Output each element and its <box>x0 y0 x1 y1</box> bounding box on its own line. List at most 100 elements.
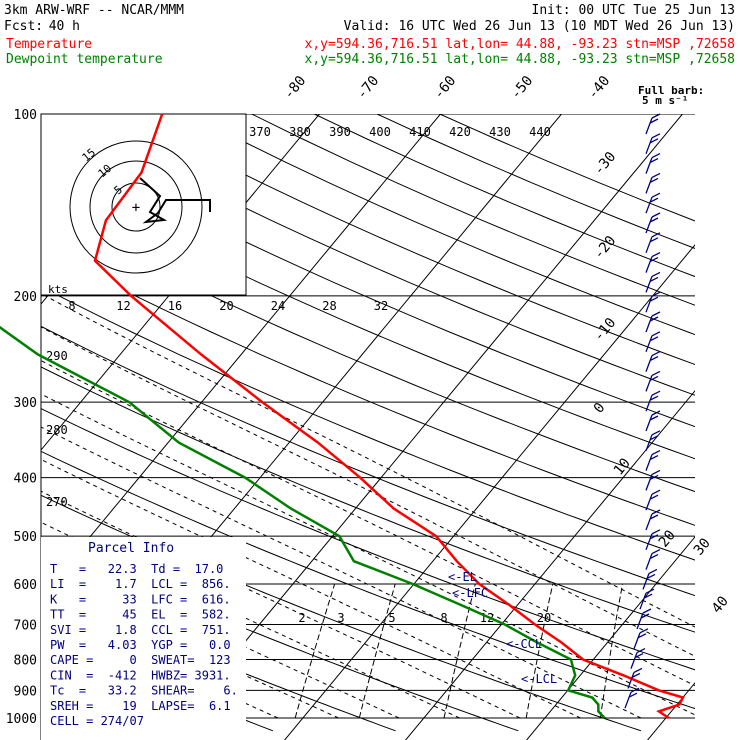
wind-barb <box>645 172 661 194</box>
dry-adiabat <box>63 114 695 396</box>
wind-barb <box>633 628 649 650</box>
dewpoint-profile <box>0 325 606 719</box>
theta-label: 410 <box>409 125 431 139</box>
pressure-label: 700 <box>14 618 37 633</box>
dry-adiabat <box>41 586 396 732</box>
dry-adiabat <box>126 114 695 366</box>
mixing-ratio-line <box>443 583 476 719</box>
theta-label: 370 <box>249 125 271 139</box>
hodograph-frame <box>40 113 247 296</box>
parcel-info-row: LI = 1.7 LCL = 856. <box>50 577 231 591</box>
wind-barb <box>645 113 661 135</box>
wind-barb <box>624 687 640 709</box>
wind-barb <box>645 450 661 471</box>
hodograph-axis-label: 20 <box>219 299 233 313</box>
theta-label: 390 <box>329 125 351 139</box>
wind-barb <box>642 568 658 590</box>
parcel-info-row: K = 33 LFC = 616. <box>50 592 231 606</box>
theta-label: 420 <box>449 125 471 139</box>
hodograph-trace <box>139 177 211 224</box>
hodograph-axis-labels: 8 12 16 20 24 28 32 <box>68 299 388 313</box>
full-barb-label: Full barb: <box>638 84 704 97</box>
legend-temperature-name: Temperature <box>6 37 92 52</box>
theta-label: 380 <box>289 125 311 139</box>
parcel-info-row: CAPE = 0 SWEAT= 123 <box>50 653 231 667</box>
mixing-ratio-label: 2 <box>298 611 305 625</box>
hodograph-kts-label: kts <box>48 283 68 296</box>
wind-barb <box>645 529 661 551</box>
parcel-info-title: Parcel Info <box>88 541 174 556</box>
dry-adiabat <box>41 247 695 526</box>
wind-barb <box>645 311 661 333</box>
pressure-label: 1000 <box>6 712 37 727</box>
hodograph-ring-10 <box>89 160 183 254</box>
pressure-label: 800 <box>14 653 37 668</box>
dry-adiabat <box>41 286 695 561</box>
wind-barb <box>636 608 652 630</box>
wind-barb <box>645 430 661 452</box>
hodograph-axis-label: 8 <box>68 299 75 313</box>
parcel-info-row: Tc = 33.2 SHEAR= 6. <box>50 684 238 698</box>
wind-barb <box>627 667 643 689</box>
wind-barb <box>645 252 661 273</box>
temperature-label: -80 <box>281 73 310 103</box>
hodograph: 15 10 5 + kts 8 12 16 20 24 28 32 <box>40 113 388 313</box>
wind-barbs <box>624 113 661 709</box>
dry-adiabat <box>41 325 695 597</box>
dry-adiabat <box>41 172 695 460</box>
temperature-label: 40 <box>709 593 732 616</box>
hodograph-axis-label: 28 <box>322 299 336 313</box>
wind-barb <box>645 212 661 234</box>
parcel-info-row: TT = 45 EL = 582. <box>50 608 231 622</box>
parcel-info-rows: T = 22.3 Td = 17.0LI = 1.7 LCL = 856.K =… <box>50 562 238 728</box>
wind-barb <box>645 410 661 432</box>
temperature-profile <box>93 113 685 720</box>
dry-adiabat <box>41 209 695 493</box>
legend-dewpoint-name: Dewpoint temperature <box>6 52 163 67</box>
wind-barb <box>645 509 661 531</box>
wind-barb <box>645 351 661 372</box>
mixing-ratio-line <box>358 583 396 719</box>
pressure-label: 400 <box>14 472 37 487</box>
wind-barb <box>645 291 661 313</box>
isotherm <box>404 390 695 740</box>
hodograph-axis-label: 24 <box>271 299 285 313</box>
mixing-ratio-line <box>294 583 336 719</box>
temperature-label: -10 <box>591 315 620 345</box>
wind-barb <box>645 232 661 254</box>
wind-barb <box>645 469 661 491</box>
moist-adiabat <box>41 360 695 687</box>
isotherm <box>283 244 695 740</box>
legend-dewpoint-info: x,y=594.36,716.51 lat,lon= 44.88, -93.23… <box>305 52 735 67</box>
theta-label: 440 <box>529 125 551 139</box>
pressure-label: 300 <box>14 396 37 411</box>
lfc-marker: <-LFC <box>452 586 488 600</box>
moist-adiabat <box>44 295 695 628</box>
parcel-info-row: CIN = -412 HWBZ= 3931. <box>50 668 231 682</box>
el-marker: <-EL <box>448 570 477 584</box>
isotherm <box>41 114 441 597</box>
isotherm <box>646 682 695 740</box>
wind-barb <box>645 489 661 511</box>
temperature-label: 10 <box>611 455 634 478</box>
theta-label: 430 <box>489 125 511 139</box>
hodograph-axis-label: 32 <box>374 299 388 313</box>
wind-barb <box>645 549 661 570</box>
parcel-info-background <box>41 537 246 740</box>
theta-label: 400 <box>369 125 391 139</box>
legend-temperature-info: x,y=594.36,716.51 lat,lon= 44.88, -93.23… <box>305 37 735 52</box>
valid-time: Valid: 16 UTC Wed 26 Jun 13 (10 MDT Wed … <box>344 19 735 34</box>
hodograph-axis-label: 12 <box>116 299 130 313</box>
moist-adiabat <box>41 426 642 719</box>
wind-barb <box>645 192 661 214</box>
parcel-info-row: PW = 4.03 YGP = 0.0 <box>50 638 231 652</box>
theta-side-label: 290 <box>46 349 68 363</box>
pressure-labels: 100 200 300 400 500 600 700 800 900 1000 <box>6 108 37 727</box>
theta-side-label: 270 <box>46 495 68 509</box>
temperature-label: -70 <box>354 73 383 103</box>
temperature-label: -50 <box>508 73 537 103</box>
dry-adiabat <box>41 366 695 633</box>
theta-side-label: 280 <box>46 423 68 437</box>
dry-adiabat <box>376 114 695 249</box>
